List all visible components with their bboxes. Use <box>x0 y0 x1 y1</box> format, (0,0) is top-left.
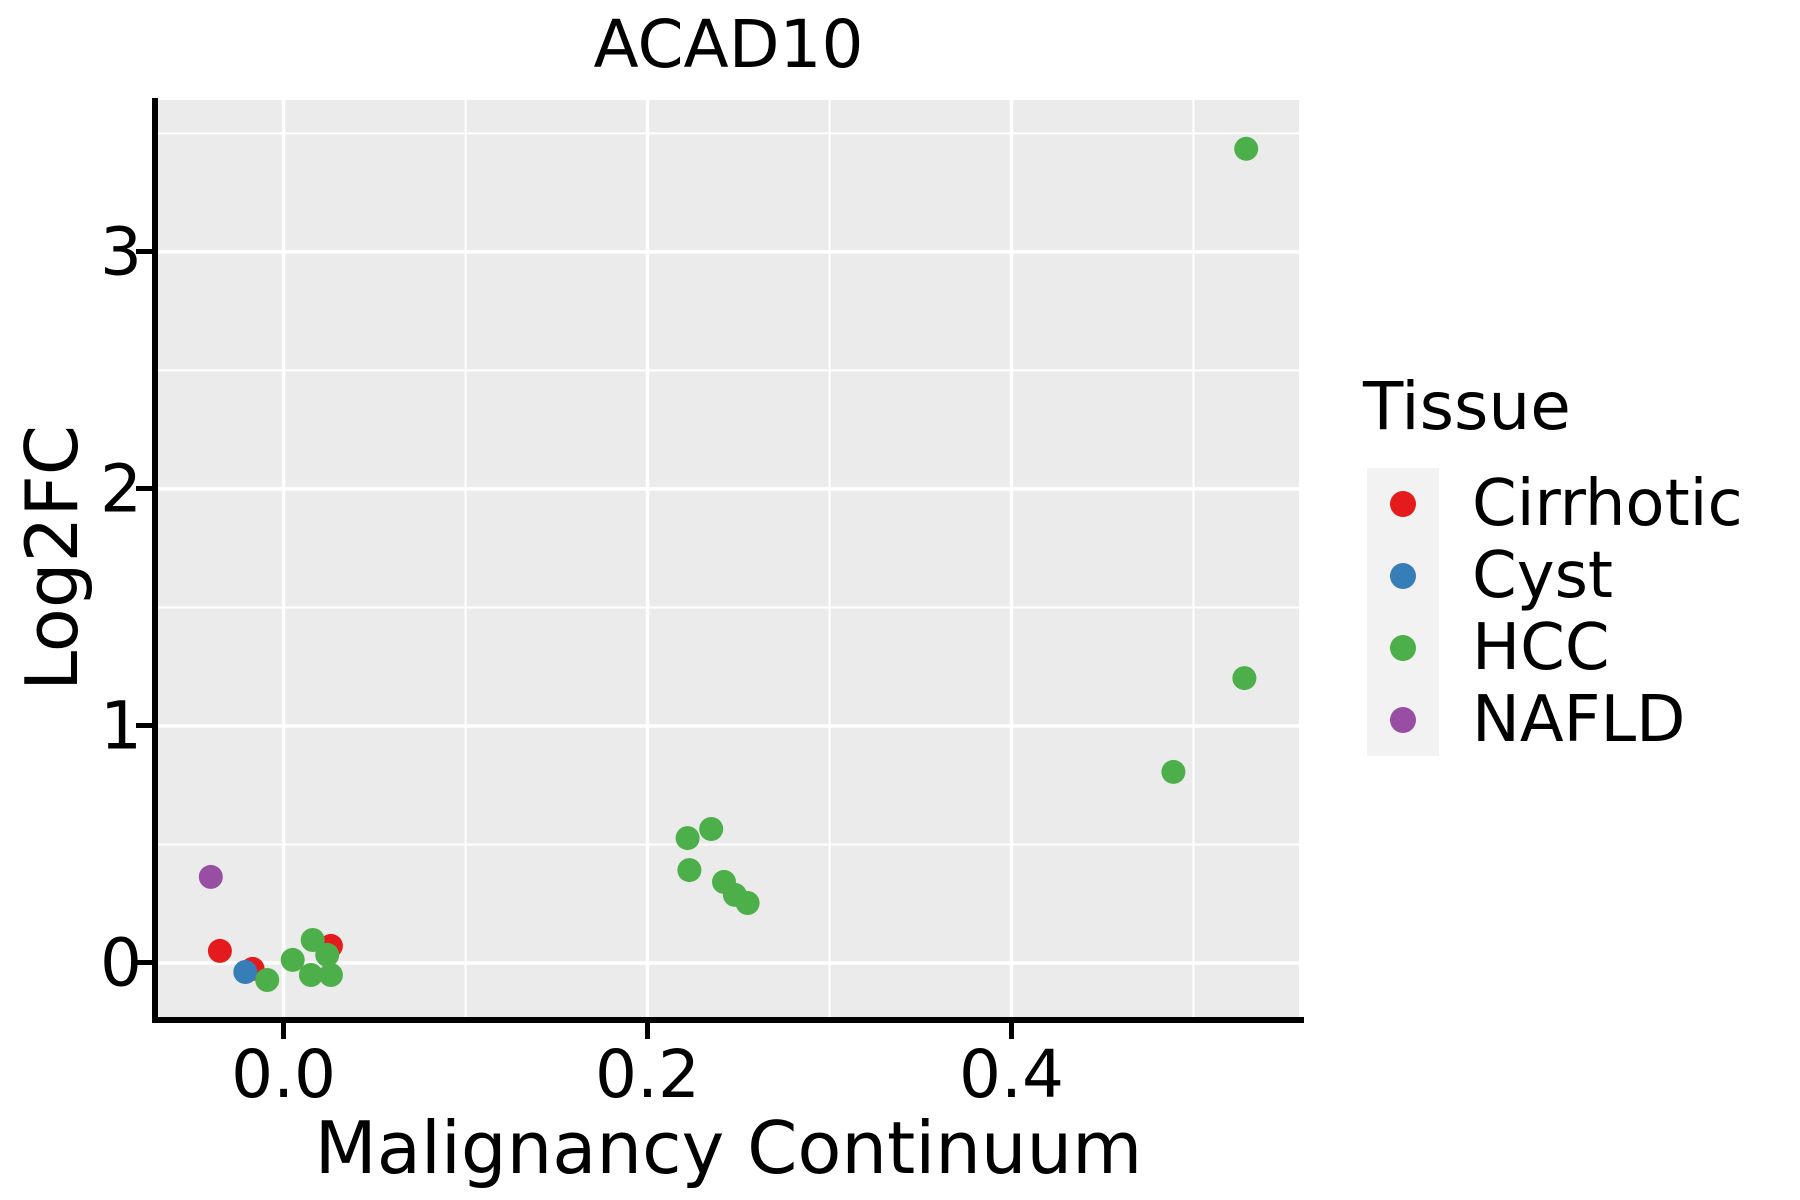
cirrhotic-swatch-icon <box>1390 491 1416 517</box>
data-point-hcc <box>1161 759 1186 784</box>
plot-panel <box>158 100 1299 1017</box>
plot-area <box>158 100 1299 1017</box>
legend-key <box>1367 468 1439 540</box>
y-tick-mark <box>136 486 152 492</box>
data-point-cirrhotic <box>207 938 232 963</box>
y-tick-mark <box>136 960 152 966</box>
plot-title: ACAD10 <box>593 6 864 83</box>
x-tick-mark <box>281 1023 287 1039</box>
x-tick-mark <box>645 1023 651 1039</box>
data-point-hcc <box>255 968 280 992</box>
y-tick-label: 2 <box>100 450 142 528</box>
nafld-swatch-icon <box>1390 707 1416 733</box>
x-axis-line <box>152 1017 1304 1023</box>
cyst-swatch-icon <box>1390 563 1416 589</box>
legend-row-cirrhotic: Cirrhotic <box>1367 467 1743 541</box>
legend-entries: Cirrhotic Cyst HCC NAFLD <box>1367 467 1743 757</box>
y-tick-mark <box>136 723 152 729</box>
data-point-hcc <box>280 947 305 972</box>
data-point-hcc <box>699 817 724 841</box>
y-tick-label: 0 <box>100 924 142 1002</box>
legend-title: Tissue <box>1363 368 1571 445</box>
legend-label: Cirrhotic <box>1472 467 1743 541</box>
data-point-cyst <box>233 960 258 984</box>
legend-key <box>1367 684 1439 756</box>
legend-label: Cyst <box>1472 539 1613 613</box>
data-point-hcc <box>318 963 343 987</box>
data-point-hcc <box>298 963 323 987</box>
data-point-hcc <box>315 942 340 967</box>
x-axis-title: Malignancy Continuum <box>314 1106 1143 1190</box>
legend-key <box>1367 612 1439 684</box>
legend-key <box>1367 540 1439 612</box>
x-tick-mark <box>1008 1023 1014 1039</box>
x-tick-label: 0.0 <box>231 1036 337 1113</box>
y-tick-mark <box>136 249 152 255</box>
data-point-nafld <box>198 864 223 889</box>
legend-label: NAFLD <box>1472 683 1686 757</box>
y-tick-label: 1 <box>100 687 142 765</box>
legend-row-hcc: HCC <box>1367 611 1743 685</box>
x-tick-label: 0.4 <box>958 1036 1064 1113</box>
data-point-hcc <box>677 858 702 883</box>
data-point-hcc <box>1232 666 1257 691</box>
y-tick-label: 3 <box>100 213 142 291</box>
legend-row-cyst: Cyst <box>1367 539 1743 613</box>
x-tick-label: 0.2 <box>595 1036 700 1113</box>
data-point-hcc <box>1234 136 1259 161</box>
legend-row-nafld: NAFLD <box>1367 683 1743 757</box>
data-point-hcc <box>735 891 760 915</box>
data-point-hcc <box>300 928 325 952</box>
y-axis-line <box>152 98 158 1023</box>
legend-label: HCC <box>1472 611 1610 685</box>
data-point-hcc <box>675 826 700 851</box>
hcc-swatch-icon <box>1390 635 1416 661</box>
